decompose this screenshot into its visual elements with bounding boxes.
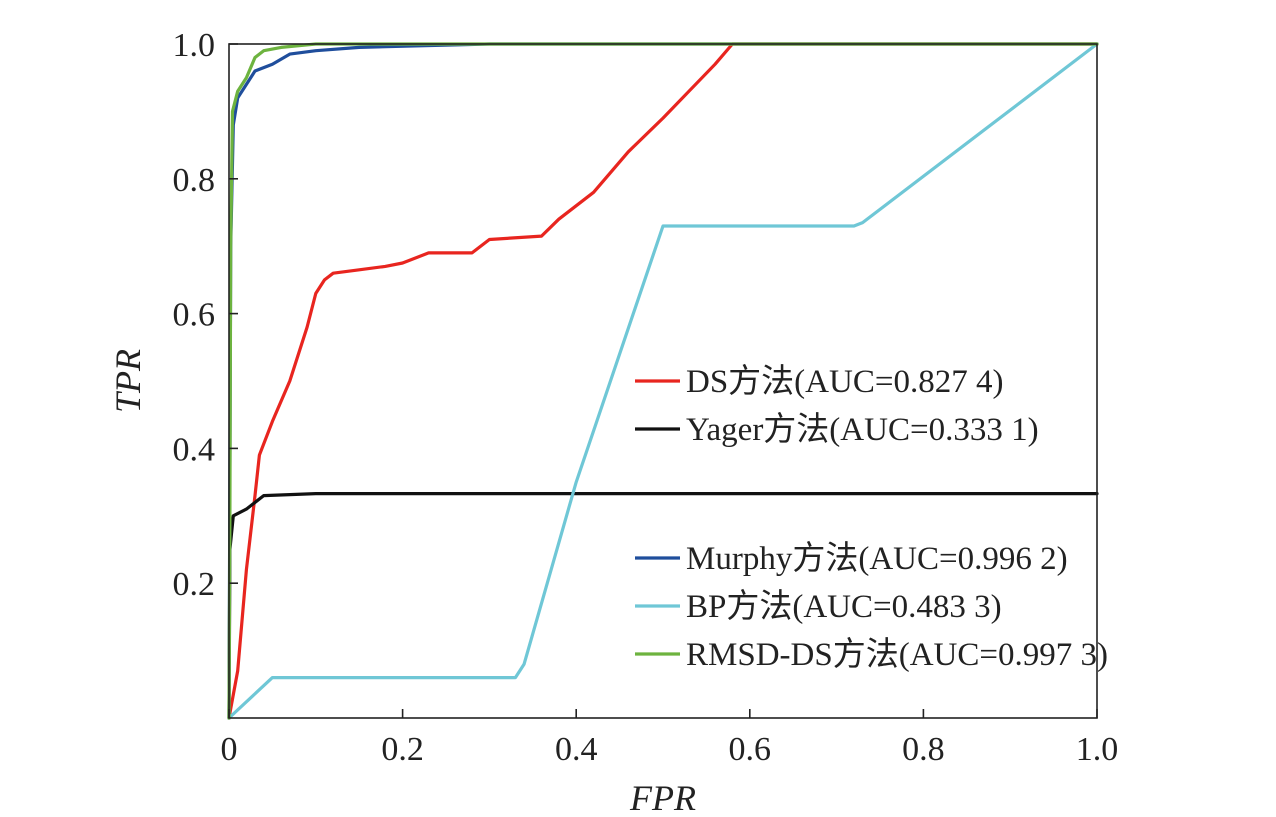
x-tick-label: 0.4 bbox=[555, 731, 598, 768]
series-line-4 bbox=[227, 42, 1099, 720]
legend-label: DS方法(AUC=0.827 4) bbox=[686, 363, 1003, 400]
x-tick-label: 0.6 bbox=[729, 731, 772, 768]
legend-label: BP方法(AUC=0.483 3) bbox=[686, 588, 1002, 625]
series-line-3 bbox=[227, 42, 1099, 720]
y-tick-label: 0.4 bbox=[173, 431, 216, 468]
axes bbox=[228, 43, 1098, 719]
x-tick-label: 0.8 bbox=[902, 731, 945, 768]
plot-series bbox=[227, 42, 1099, 720]
y-axis-label: TPR bbox=[108, 349, 148, 413]
legend-label: RMSD-DS方法(AUC=0.997 3) bbox=[686, 636, 1108, 673]
legend-label: Murphy方法(AUC=0.996 2) bbox=[686, 540, 1068, 577]
x-axis-ticks: 0 0.2 0.4 0.6 0.8 1.0 bbox=[221, 709, 1119, 768]
y-tick-label: 0.2 bbox=[173, 566, 216, 603]
x-tick-label: 0.2 bbox=[381, 731, 424, 768]
legend-label: Yager方法(AUC=0.333 1) bbox=[686, 411, 1039, 448]
legend: DS方法(AUC=0.827 4) Yager方法(AUC=0.333 1) Mur… bbox=[635, 363, 1108, 673]
x-axis-label: FPR bbox=[629, 778, 696, 817]
y-axis-ticks: 0.2 0.4 0.6 0.8 1.0 bbox=[173, 27, 238, 603]
series-line-0 bbox=[227, 42, 1099, 720]
y-tick-label: 0.6 bbox=[173, 297, 216, 334]
plot-frame bbox=[228, 43, 1098, 719]
y-tick-label: 1.0 bbox=[173, 27, 216, 64]
x-tick-label: 0 bbox=[221, 731, 238, 768]
y-tick-label: 0.8 bbox=[173, 162, 216, 199]
x-tick-label: 1.0 bbox=[1076, 731, 1119, 768]
